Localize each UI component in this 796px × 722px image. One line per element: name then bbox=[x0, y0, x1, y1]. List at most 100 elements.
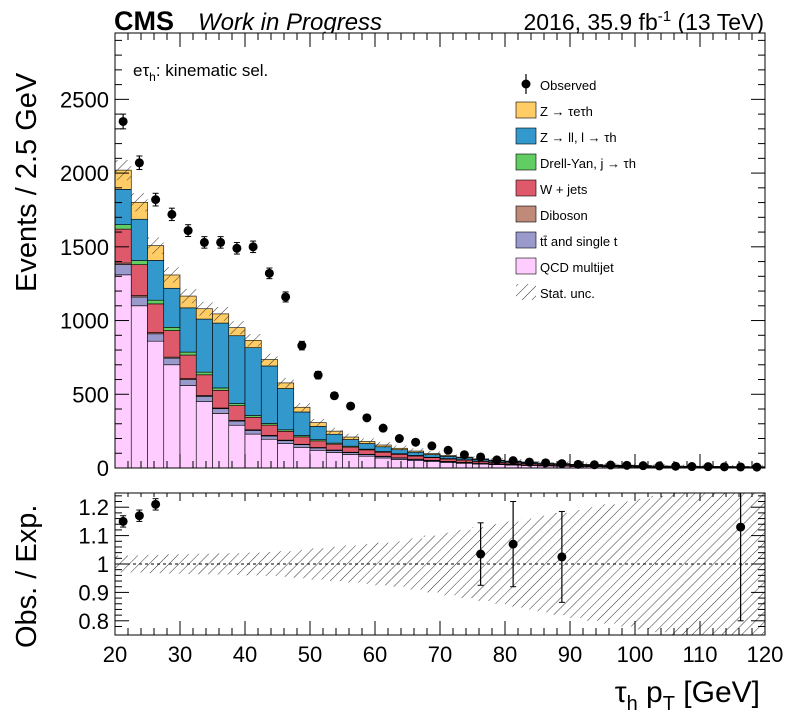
bar-top bbox=[309, 447, 327, 451]
bar-qcd bbox=[179, 385, 197, 469]
observed-point bbox=[671, 461, 681, 471]
ratio-unc-box bbox=[651, 495, 668, 633]
bar-qcd bbox=[488, 464, 506, 469]
bar-wjets bbox=[439, 458, 457, 462]
stat-unc-box bbox=[196, 301, 213, 316]
ratio-unc-box bbox=[147, 554, 164, 574]
bar-qcd bbox=[228, 424, 246, 469]
x-tick-label: 30 bbox=[168, 642, 192, 667]
bar-zll bbox=[130, 218, 148, 261]
legend: Observed Z → τeτh Z → ll, l → τh Drell-Yan,… bbox=[515, 74, 636, 301]
observed-point bbox=[183, 224, 193, 237]
observed-point bbox=[362, 413, 372, 423]
y-tick-label: 1000 bbox=[60, 309, 109, 334]
bar-wjets bbox=[244, 416, 262, 431]
bar-top bbox=[293, 444, 311, 448]
bar-qcd bbox=[277, 443, 295, 469]
bar-dy_jet bbox=[130, 260, 148, 265]
observed-point bbox=[329, 391, 339, 401]
bar-top bbox=[179, 379, 197, 386]
stat-unc-box bbox=[293, 403, 310, 412]
ratio-unc-box bbox=[716, 493, 733, 635]
x-tick-label: 60 bbox=[363, 642, 387, 667]
stat-unc-box bbox=[342, 433, 359, 441]
bar-qcd bbox=[390, 459, 408, 469]
x-tick-label: 110 bbox=[682, 642, 717, 667]
stat-unc-box bbox=[310, 418, 327, 427]
bar-top bbox=[277, 440, 295, 444]
x-tick-label: 40 bbox=[233, 642, 257, 667]
stat-unc-box bbox=[277, 377, 294, 388]
bar-qcd bbox=[342, 454, 360, 469]
observed-point bbox=[687, 462, 697, 472]
legend-item-top: tt̄ and single t bbox=[515, 231, 618, 249]
bar-wjets bbox=[147, 303, 165, 333]
ratio-ticks: 0.8 0.9 1 1.1 1.2 20 30 40 50 60 70 80 90 100 110 120 bbox=[78, 493, 783, 667]
stat-unc-box bbox=[115, 160, 132, 181]
bar-qcd bbox=[358, 455, 376, 469]
bar-zll bbox=[114, 189, 132, 225]
stat-unc-box bbox=[358, 438, 375, 445]
bar-qcd bbox=[374, 457, 392, 469]
x-tick-label: 80 bbox=[493, 642, 517, 667]
main-panel: 0 500 1000 1500 2000 2500 bbox=[60, 32, 766, 481]
observed-point bbox=[134, 155, 144, 171]
bar-qcd bbox=[130, 305, 148, 469]
ratio-unc-box bbox=[537, 515, 554, 613]
ratio-point bbox=[557, 510, 567, 603]
ratio-unc-box bbox=[326, 546, 343, 582]
ratio-unc-box bbox=[375, 542, 392, 586]
status-label: Work in Progress bbox=[198, 9, 382, 36]
x-tick-label: 50 bbox=[298, 642, 322, 667]
legend-item-data: Observed bbox=[521, 74, 596, 94]
bar-top bbox=[325, 450, 343, 453]
x-tick-label: 20 bbox=[103, 642, 127, 667]
ratio-unc-box bbox=[488, 524, 505, 604]
observed-point bbox=[524, 457, 534, 467]
observed-point bbox=[281, 291, 291, 303]
bar-qcd bbox=[455, 462, 473, 469]
bar-wjets bbox=[212, 389, 230, 409]
stat-unc-box bbox=[212, 307, 229, 321]
observed-point bbox=[264, 267, 274, 280]
y-tick-label: 2500 bbox=[60, 87, 109, 112]
bar-zll bbox=[244, 347, 262, 416]
bar-dy_jet bbox=[114, 224, 132, 230]
bar-dy_jet bbox=[179, 351, 197, 356]
bar-zll bbox=[325, 433, 343, 444]
legend-item-zll: Z → ll, l → τh bbox=[515, 127, 617, 145]
bar-dy_jet bbox=[228, 403, 246, 406]
observed-point bbox=[411, 437, 421, 447]
stat-unc-box bbox=[440, 452, 457, 459]
bar-dy_jet bbox=[212, 387, 230, 391]
selection-annotation: eτh: kinematic sel. bbox=[133, 61, 268, 84]
observed-point bbox=[638, 461, 648, 471]
ratio-point bbox=[476, 522, 486, 586]
stat-unc-box bbox=[326, 427, 343, 435]
stack-zll bbox=[114, 189, 766, 468]
observed-point bbox=[736, 462, 746, 472]
legend-item-diboson: Diboson bbox=[515, 205, 588, 223]
legend-label: tt̄ and single t bbox=[540, 234, 618, 249]
legend-label: Stat. unc. bbox=[540, 286, 595, 301]
observed-point bbox=[297, 340, 307, 351]
stat-unc-box bbox=[228, 321, 245, 335]
observed-point bbox=[654, 461, 664, 471]
legend-item-qcd: QCD multijet bbox=[515, 257, 614, 275]
ratio-unc-box bbox=[440, 532, 457, 596]
bar-qcd bbox=[423, 461, 441, 469]
bar-top bbox=[147, 333, 165, 342]
experiment-label: CMS bbox=[114, 6, 174, 36]
ratio-point bbox=[134, 509, 144, 522]
observed-point bbox=[346, 401, 356, 411]
ratio-y-tick-label: 0.9 bbox=[78, 580, 109, 605]
ratio-y-tick-label: 1.1 bbox=[78, 524, 109, 549]
stat-unc-box bbox=[180, 288, 197, 304]
bar-wjets bbox=[179, 354, 197, 379]
y-tick-label: 1500 bbox=[60, 235, 109, 260]
bar-qcd bbox=[309, 450, 327, 469]
x-tick-label: 100 bbox=[617, 642, 654, 667]
ratio-unc-box bbox=[586, 507, 603, 621]
legend-label: Observed bbox=[540, 78, 596, 93]
